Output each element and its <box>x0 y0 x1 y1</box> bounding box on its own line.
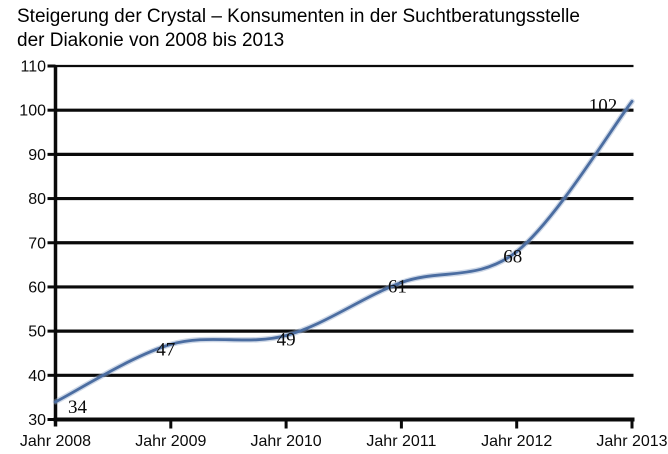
y-axis-label-30: 30 <box>28 412 46 429</box>
y-axis-label-110: 110 <box>20 59 46 76</box>
data-label-jahr-2010: 49 <box>277 330 296 351</box>
data-label-jahr-2012: 68 <box>503 247 522 268</box>
x-axis-label-5: Jahr 2013 <box>596 433 667 450</box>
series-line <box>54 100 634 404</box>
y-axis-label-70: 70 <box>28 235 46 252</box>
data-label-jahr-2008: 34 <box>68 397 88 418</box>
y-axis-label-50: 50 <box>28 324 46 341</box>
data-label-jahr-2011: 61 <box>388 277 407 298</box>
x-axis-label-2: Jahr 2010 <box>251 433 322 450</box>
x-axis-label-3: Jahr 2011 <box>366 433 436 450</box>
x-axis-label-1: Jahr 2009 <box>135 433 206 450</box>
chart-title-line2: der Diakonie von 2008 bis 2013 <box>17 30 285 51</box>
x-axis-label-4: Jahr 2012 <box>481 433 552 450</box>
chart-title-line1: Steigerung der Crystal – Konsumenten in … <box>17 6 580 27</box>
y-axis-label-90: 90 <box>28 147 46 164</box>
data-label-jahr-2009: 47 <box>156 339 175 360</box>
x-axis-label-0: Jahr 2008 <box>20 433 91 450</box>
chart-title: Steigerung der Crystal – Konsumenten in … <box>17 5 662 53</box>
data-label-jahr-2013: 102 <box>589 95 618 116</box>
y-axis-label-40: 40 <box>28 368 46 385</box>
y-axis-label-100: 100 <box>19 103 46 120</box>
y-axis-label-60: 60 <box>28 279 46 296</box>
y-axis-label-80: 80 <box>28 191 46 208</box>
